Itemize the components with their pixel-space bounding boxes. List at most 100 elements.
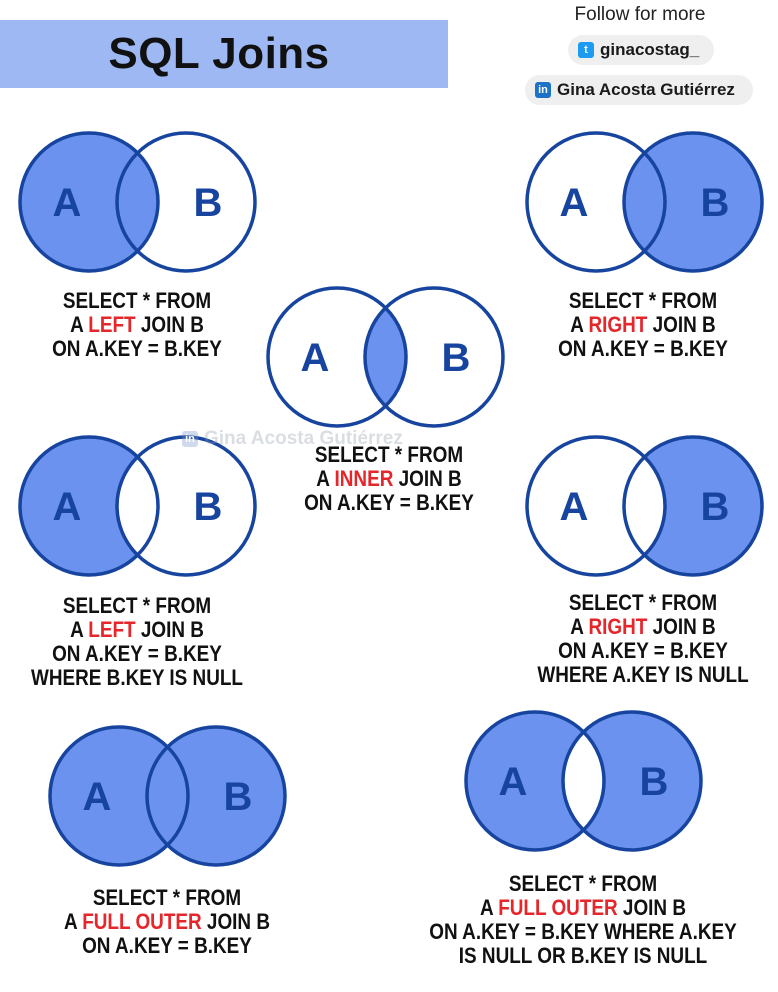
set-a-label: A <box>83 775 112 819</box>
set-a-label: A <box>301 336 330 380</box>
caption-line: A LEFT JOIN B <box>21 618 253 642</box>
caption-text: A <box>70 312 89 337</box>
caption-line: A RIGHT JOIN B <box>527 615 759 639</box>
set-b-outline <box>115 435 257 577</box>
caption-full-outer-exclusive-join: SELECT * FROM A FULL OUTER JOIN B ON A.K… <box>415 872 750 968</box>
set-a-label: A <box>53 485 82 529</box>
caption-line: A LEFT JOIN B <box>21 313 253 337</box>
set-a-outline <box>525 131 667 273</box>
join-keyword: INNER <box>334 466 394 491</box>
set-b-region <box>624 437 762 575</box>
caption-right-exclusive-join: SELECT * FROM A RIGHT JOIN B ON A.KEY = … <box>527 591 759 687</box>
caption-line: SELECT * FROM <box>508 871 658 896</box>
caption-text: JOIN B <box>393 466 462 491</box>
caption-full-outer-join: SELECT * FROM A FULL OUTER JOIN B ON A.K… <box>51 886 283 958</box>
caption-inner-join: SELECT * FROM A INNER JOIN B ON A.KEY = … <box>273 443 505 515</box>
twitter-handle-badge[interactable]: t ginacostag_ <box>568 35 714 65</box>
caption-line: WHERE B.KEY IS NULL <box>30 665 243 690</box>
join-keyword: LEFT <box>88 617 136 642</box>
follow-text: Follow for more <box>574 4 706 25</box>
caption-line: SELECT * FROM <box>92 885 242 910</box>
page-title: SQL Joins <box>108 29 330 78</box>
set-b-label: B <box>640 760 669 804</box>
caption-line: SELECT * FROM <box>568 288 718 313</box>
caption-line: ON A.KEY = B.KEY <box>558 336 728 361</box>
caption-line: ON A.KEY = B.KEY <box>52 641 222 666</box>
twitter-icon: t <box>578 42 594 58</box>
caption-line: A RIGHT JOIN B <box>527 313 759 337</box>
caption-text: JOIN B <box>647 312 716 337</box>
set-b-label: B <box>194 181 223 225</box>
caption-line: ON A.KEY = B.KEY <box>304 490 474 515</box>
join-keyword: FULL OUTER <box>498 895 618 920</box>
caption-line: ON A.KEY = B.KEY <box>52 336 222 361</box>
caption-line: A FULL OUTER JOIN B <box>51 910 283 934</box>
linkedin-icon: in <box>182 431 198 447</box>
set-a-label: A <box>499 760 528 804</box>
caption-line: IS NULL OR B.KEY IS NULL <box>458 943 708 968</box>
caption-line: SELECT * FROM <box>62 288 212 313</box>
set-a-outline <box>18 435 160 577</box>
caption-line: SELECT * FROM <box>314 442 464 467</box>
caption-line: SELECT * FROM <box>568 590 718 615</box>
join-keyword: FULL OUTER <box>82 909 202 934</box>
set-b-outline <box>115 131 257 273</box>
linkedin-icon: in <box>535 82 551 98</box>
set-b-outline <box>145 725 287 867</box>
set-b-label: B <box>701 485 730 529</box>
caption-text: JOIN B <box>617 895 687 920</box>
set-a-outline <box>48 725 190 867</box>
caption-text: A <box>479 895 499 920</box>
set-a-label: A <box>560 485 589 529</box>
set-a-region <box>20 437 158 575</box>
watermark: in Gina Acosta Gutiérrez <box>182 428 403 450</box>
set-b-region <box>563 712 701 850</box>
join-keyword: RIGHT <box>588 312 648 337</box>
set-b-outline <box>622 435 764 577</box>
caption-line: WHERE A.KEY IS NULL <box>537 662 749 687</box>
set-b-region <box>147 727 285 865</box>
set-a-region <box>20 133 158 271</box>
set-b-region <box>624 133 762 271</box>
caption-text: JOIN B <box>135 312 204 337</box>
join-keyword: LEFT <box>88 312 136 337</box>
caption-line: ON A.KEY = B.KEY <box>558 638 728 663</box>
set-b-label: B <box>442 336 471 380</box>
linkedin-name-badge[interactable]: in Gina Acosta Gutiérrez <box>525 75 753 105</box>
set-b-label: B <box>194 485 223 529</box>
set-a-outline <box>266 286 408 428</box>
caption-text: A <box>63 909 83 934</box>
caption-left-join: SELECT * FROM A LEFT JOIN B ON A.KEY = B… <box>21 289 253 361</box>
caption-left-exclusive-join: SELECT * FROM A LEFT JOIN B ON A.KEY = B… <box>21 594 253 690</box>
caption-line: A INNER JOIN B <box>273 467 505 491</box>
set-a-outline <box>525 435 667 577</box>
caption-line: ON A.KEY = B.KEY <box>82 933 252 958</box>
set-a-label: A <box>53 181 82 225</box>
caption-line: A FULL OUTER JOIN B <box>415 896 750 920</box>
set-a-outline <box>464 710 606 852</box>
set-a-label: A <box>560 181 589 225</box>
set-b-label: B <box>701 181 730 225</box>
title-banner: SQL Joins <box>0 20 448 88</box>
set-a-region <box>466 712 604 850</box>
caption-right-join: SELECT * FROM A RIGHT JOIN B ON A.KEY = … <box>527 289 759 361</box>
caption-text: JOIN B <box>647 614 716 639</box>
caption-text: A <box>570 312 589 337</box>
set-b-outline <box>622 131 764 273</box>
caption-text: A <box>70 617 89 642</box>
caption-text: JOIN B <box>201 909 271 934</box>
caption-text: JOIN B <box>135 617 204 642</box>
set-b-label: B <box>224 775 253 819</box>
caption-text: A <box>570 614 589 639</box>
set-b-outline <box>561 710 703 852</box>
caption-line: ON A.KEY = B.KEY WHERE A.KEY <box>429 919 737 944</box>
set-a-region <box>50 727 188 865</box>
set-b-outline <box>363 286 505 428</box>
caption-text: A <box>316 466 335 491</box>
